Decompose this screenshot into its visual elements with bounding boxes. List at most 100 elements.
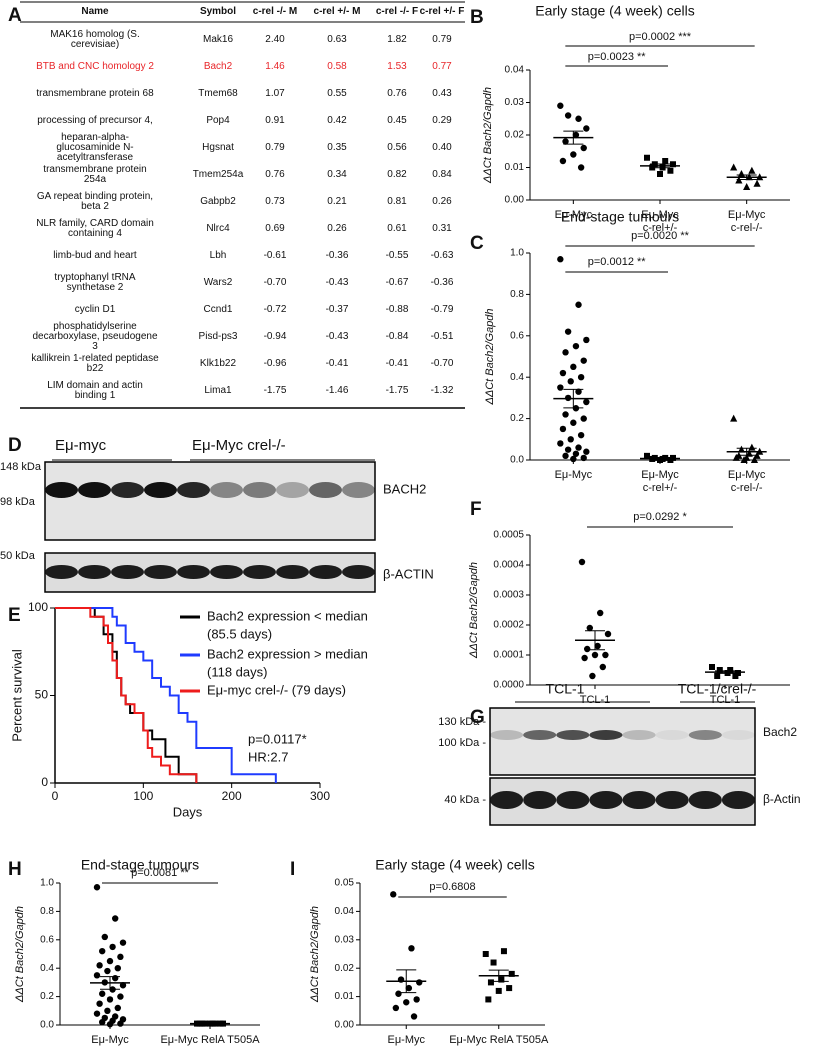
data-point <box>93 884 101 891</box>
data-point <box>114 1004 122 1012</box>
data-point <box>583 398 590 406</box>
blot-band <box>721 791 755 809</box>
data-point <box>737 170 746 177</box>
table-cell: Tmem68 <box>198 87 238 99</box>
table-cell: -0.37 <box>325 303 349 315</box>
y-tick-label: 50 <box>35 688 49 702</box>
x-tick-label: Eμ-Myc <box>91 1034 129 1046</box>
gene-name: heparan-alpha-glucosaminide N-acetyltran… <box>56 131 134 163</box>
data-point <box>575 301 582 308</box>
data-point <box>93 972 101 979</box>
y-tick-label: 0.00 <box>335 1020 355 1031</box>
x-tick-label: c-rel-/- <box>731 482 763 494</box>
blot-band <box>78 565 111 579</box>
table-cell: Hgsnat <box>202 141 234 153</box>
y-axis-label: ΔΔCt Bach2/Gapdh <box>482 87 494 184</box>
gene-name: cyclin D1 <box>74 303 116 315</box>
data-point <box>500 948 507 955</box>
data-point <box>482 951 489 957</box>
y-tick-label: 1.0 <box>40 878 54 889</box>
legend-label: Bach2 expression > median <box>207 646 368 661</box>
table-cell: 0.43 <box>432 87 452 99</box>
data-point <box>564 112 572 119</box>
blot-band <box>490 730 524 740</box>
table-cell: -1.75 <box>263 384 287 396</box>
lane-group-label: Eμ-myc <box>55 437 107 454</box>
blot-band <box>177 565 210 579</box>
p-value: p=0.0020 ** <box>631 230 690 242</box>
gene-name: limb-bud and heart <box>53 249 137 261</box>
data-point <box>570 419 577 426</box>
table-cell: 1.82 <box>387 33 407 45</box>
column-header: Name <box>81 6 109 17</box>
table-cell: -0.51 <box>430 330 454 342</box>
gene-name: LIM domain and actin binding 1 <box>47 379 143 401</box>
table-cell: 0.58 <box>327 60 347 72</box>
y-tick-label: 0.04 <box>335 906 355 917</box>
panel-label: E <box>8 605 21 626</box>
table-cell: 0.69 <box>265 222 285 234</box>
chart-title: Early stage (4 week) cells <box>535 3 695 19</box>
data-point <box>99 947 106 955</box>
data-point <box>584 645 591 653</box>
data-point <box>410 1013 418 1020</box>
protein-label: β-ACTIN <box>383 566 434 581</box>
panel-label: A <box>8 5 22 26</box>
data-point <box>559 369 567 377</box>
data-point <box>583 125 590 132</box>
table-cell: 0.35 <box>327 141 347 153</box>
table-cell: -0.61 <box>263 249 287 261</box>
y-tick-label: 100 <box>28 600 48 614</box>
data-point <box>117 953 124 961</box>
data-point <box>413 996 420 1003</box>
x-tick-label: 300 <box>310 789 330 803</box>
chart-title: End-stage tumours <box>81 857 199 873</box>
size-marker: 100 kDa - <box>438 737 486 749</box>
table-cell: -1.32 <box>430 384 454 396</box>
data-point <box>572 131 580 139</box>
data-point <box>570 455 577 463</box>
data-point <box>709 664 715 670</box>
table-cell: 0.55 <box>327 87 347 99</box>
gene-name: kallikrein 1-related peptidase b22 <box>31 352 159 374</box>
x-tick-label: TCL-1 <box>580 694 611 706</box>
table-cell: -0.67 <box>385 276 409 288</box>
data-point <box>657 171 663 177</box>
gene-name: NLR family, CARD domain containing 4 <box>36 217 154 239</box>
data-point <box>599 663 606 671</box>
data-point <box>716 667 723 673</box>
data-point <box>562 411 569 418</box>
table-cell: Gabpb2 <box>200 195 236 207</box>
data-point <box>753 179 761 187</box>
y-tick-label: 0.03 <box>505 97 525 108</box>
blot-band <box>622 791 656 809</box>
protein-label: Bach2 <box>763 725 797 739</box>
gene-name: tryptophanyl tRNA synthetase 2 <box>54 271 136 293</box>
column-header: c-rel -/- M <box>252 6 298 17</box>
data-point <box>104 1007 111 1014</box>
blot-band <box>523 791 557 809</box>
x-tick-label: Eμ-Myc RelA T505A <box>449 1034 549 1046</box>
blot-band <box>243 482 276 498</box>
data-point <box>416 979 423 986</box>
p-value: p=0.0292 * <box>633 511 687 523</box>
data-point <box>583 448 590 455</box>
gene-name: phosphatidylserine decarboxylase, pseudo… <box>32 320 158 352</box>
x-tick-label: Eμ-Myc RelA T505A <box>160 1034 260 1046</box>
data-point <box>490 959 497 966</box>
y-tick-label: 0.0002 <box>493 620 524 631</box>
data-point <box>498 976 505 983</box>
data-point <box>390 891 397 898</box>
data-point <box>578 558 586 566</box>
data-point <box>570 151 577 158</box>
size-marker: 98 kDa <box>0 496 36 508</box>
y-tick-label: 0.0 <box>40 1020 54 1031</box>
data-point <box>586 624 593 632</box>
data-point <box>557 384 564 391</box>
table-cell: -0.36 <box>325 249 349 261</box>
p-value: p=0.0117* <box>248 731 307 746</box>
data-point <box>572 450 580 457</box>
table-cell: -0.63 <box>430 249 454 261</box>
table-cell: 0.61 <box>387 222 407 234</box>
x-tick-label: Eμ-Myc <box>728 469 766 481</box>
